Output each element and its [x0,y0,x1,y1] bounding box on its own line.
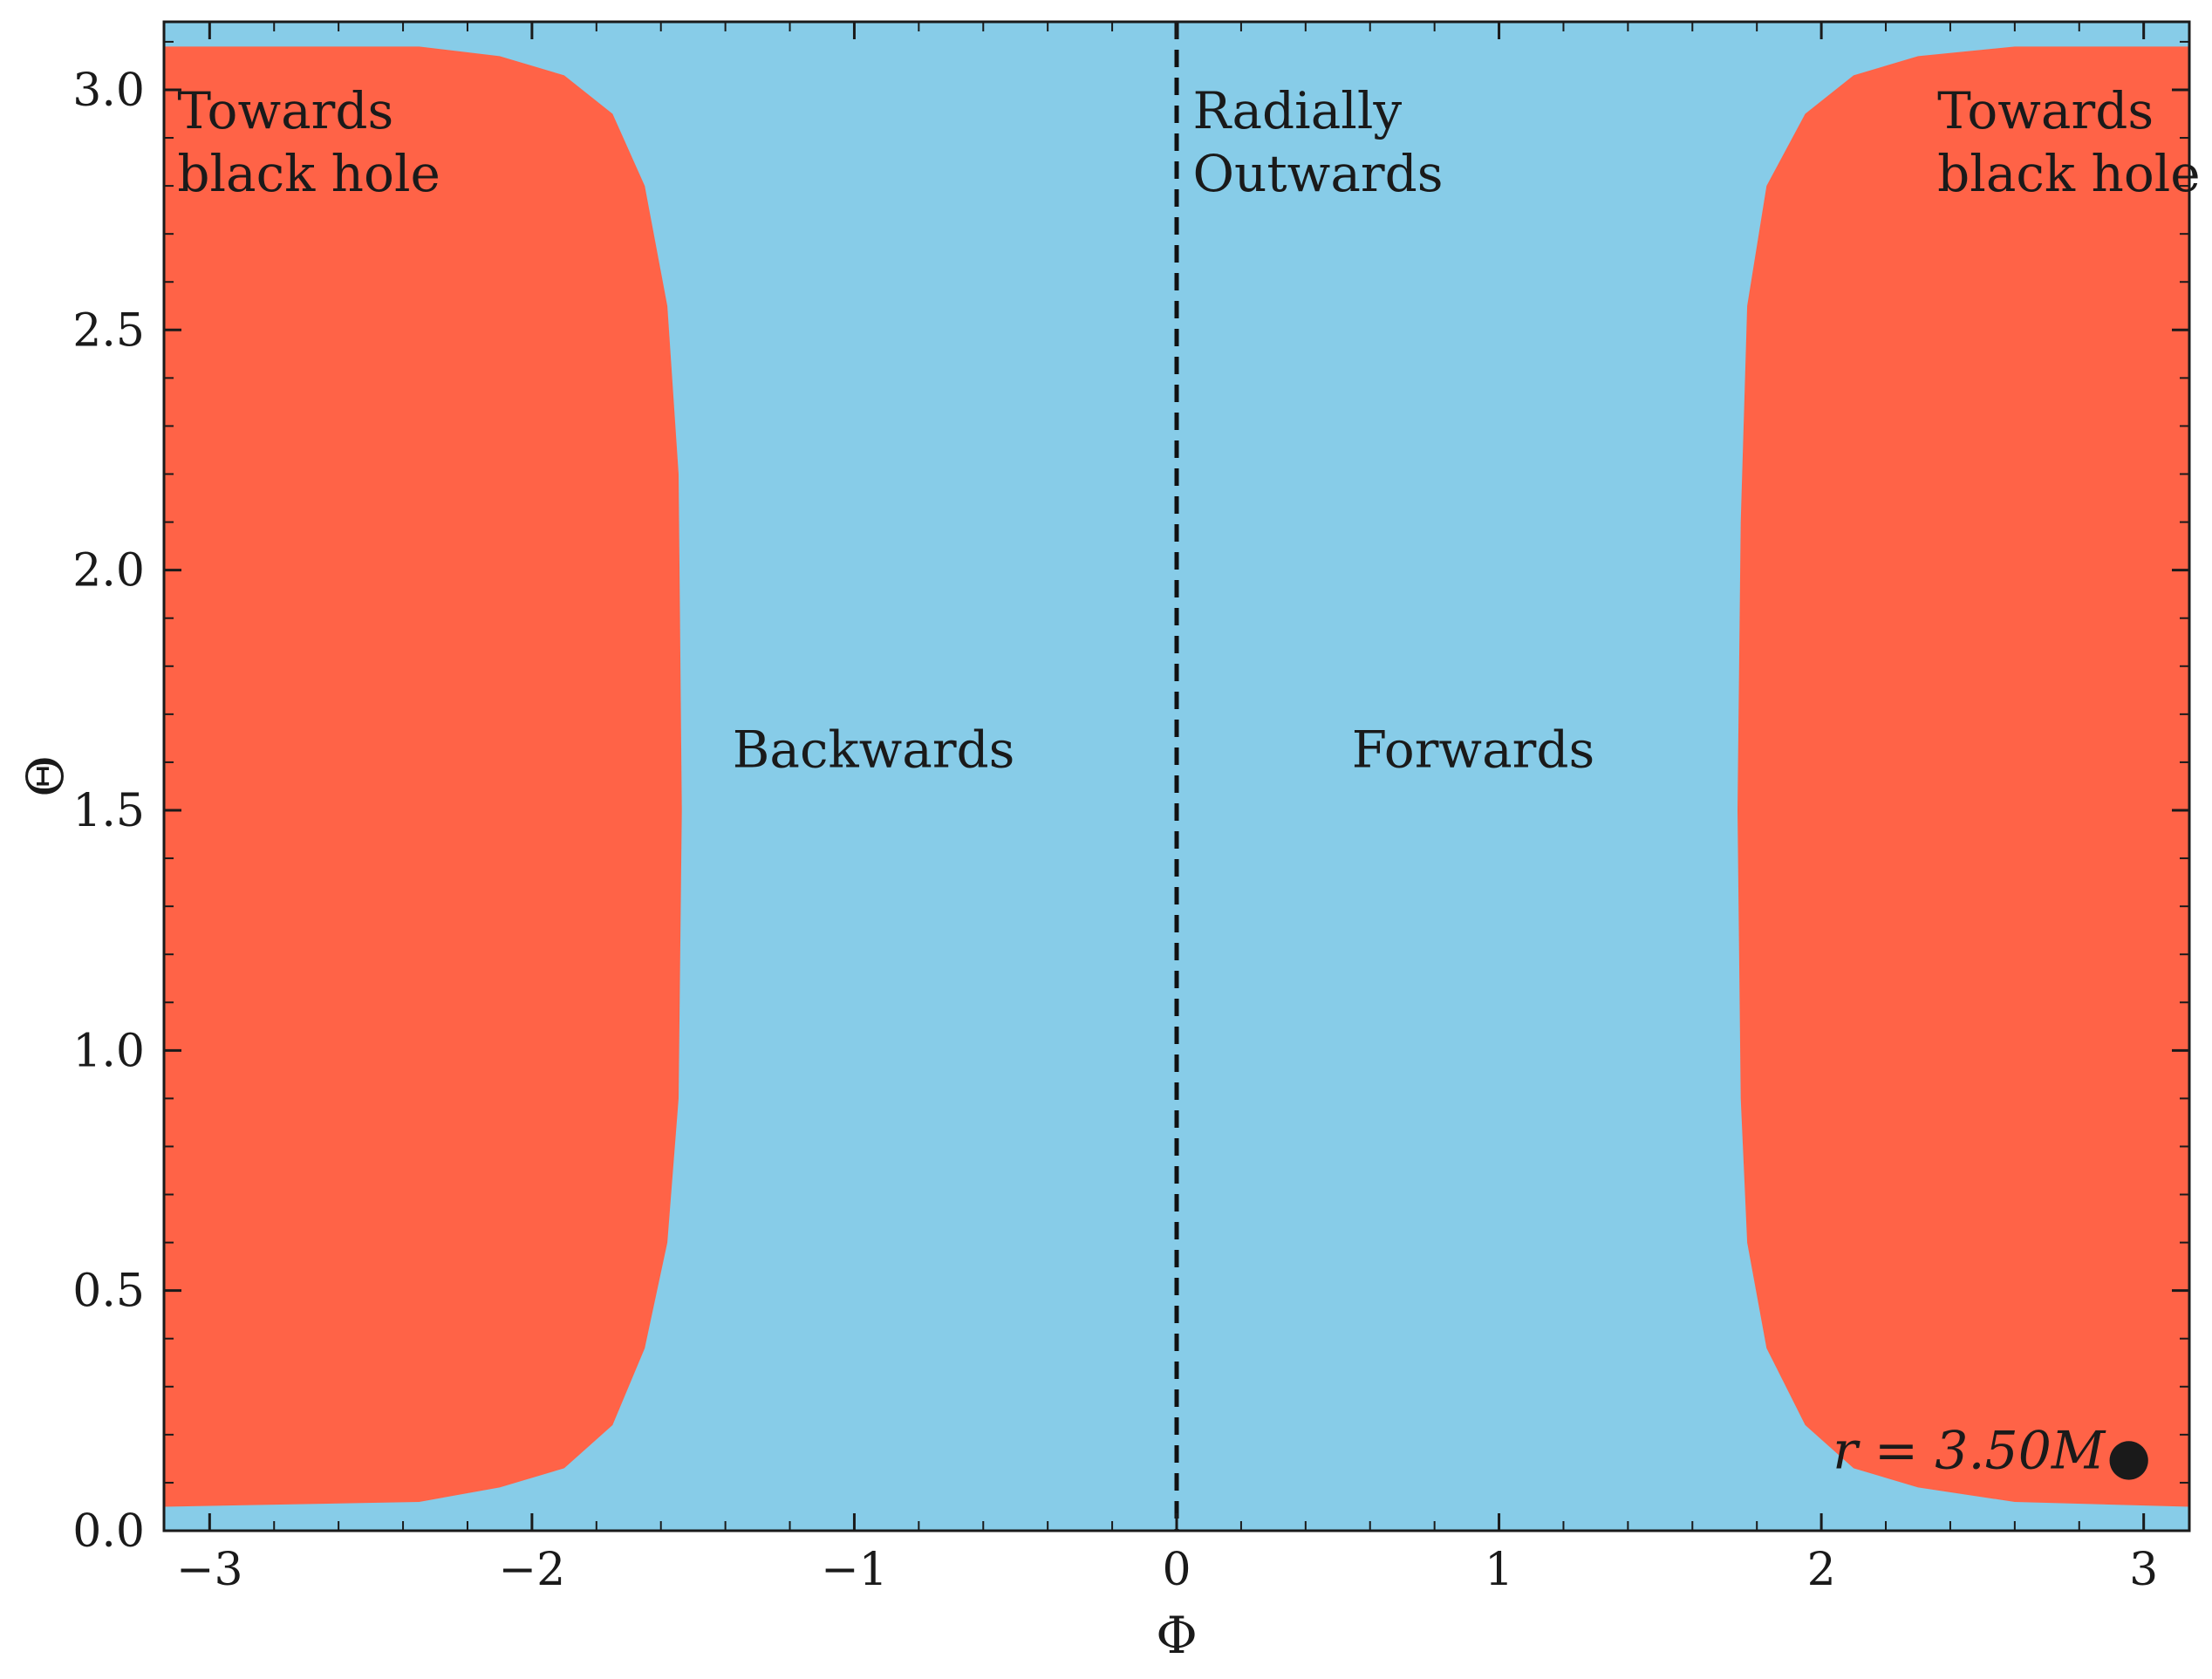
radius-marker: ● [2106,1426,2151,1485]
annotation-line: black hole [1937,144,2200,203]
region-annotation: Forwards [1352,720,1595,779]
capture-region-right [1738,46,2189,1507]
region-annotation: Towards black hole [177,81,440,203]
region-annotation: Backwards [733,720,1015,779]
y-tick-label: 2.5 [72,304,145,357]
capture-region-left [164,46,682,1507]
annotation-line: Backwards [733,720,1015,779]
y-tick-label: 1.0 [72,1025,145,1077]
y-tick-label: 0.0 [72,1505,145,1558]
x-tick-label: 1 [1485,1544,1513,1596]
annotation-line: Outwards [1192,144,1443,203]
capture-regions [164,46,2189,1507]
annotation-line: black hole [177,144,440,203]
plot-frame [162,20,2191,1532]
x-axis-label: Φ [1156,1606,1198,1665]
annotation-line: Towards [177,81,393,140]
annotation-line: Radially [1192,81,1402,140]
x-tick-label: −1 [821,1544,888,1596]
annotation-line: Forwards [1352,720,1595,779]
x-tick-label: −3 [176,1544,243,1596]
y-tick-label: 3.0 [72,65,145,117]
radius-label: r = 3.50M [1833,1420,2106,1481]
y-tick-label: 0.5 [72,1266,145,1318]
y-axis-label: Θ [16,755,75,797]
x-tick-label: 2 [1807,1544,1836,1596]
region-annotation: Towards black hole [1937,81,2200,203]
region-annotation: Radially Outwards [1192,81,1443,203]
x-tick-label: 0 [1162,1544,1191,1596]
annotation-line: Towards [1937,81,2154,140]
axis-ticks: −3 −2 −1 0 1 2 3 0.0 0.5 1.0 1.5 2.0 2.5 3.0 [72,22,2189,1596]
x-tick-label: −2 [499,1544,566,1596]
x-tick-label: 3 [2129,1544,2158,1596]
y-tick-label: 1.5 [72,785,145,837]
y-tick-label: 2.0 [72,545,145,597]
